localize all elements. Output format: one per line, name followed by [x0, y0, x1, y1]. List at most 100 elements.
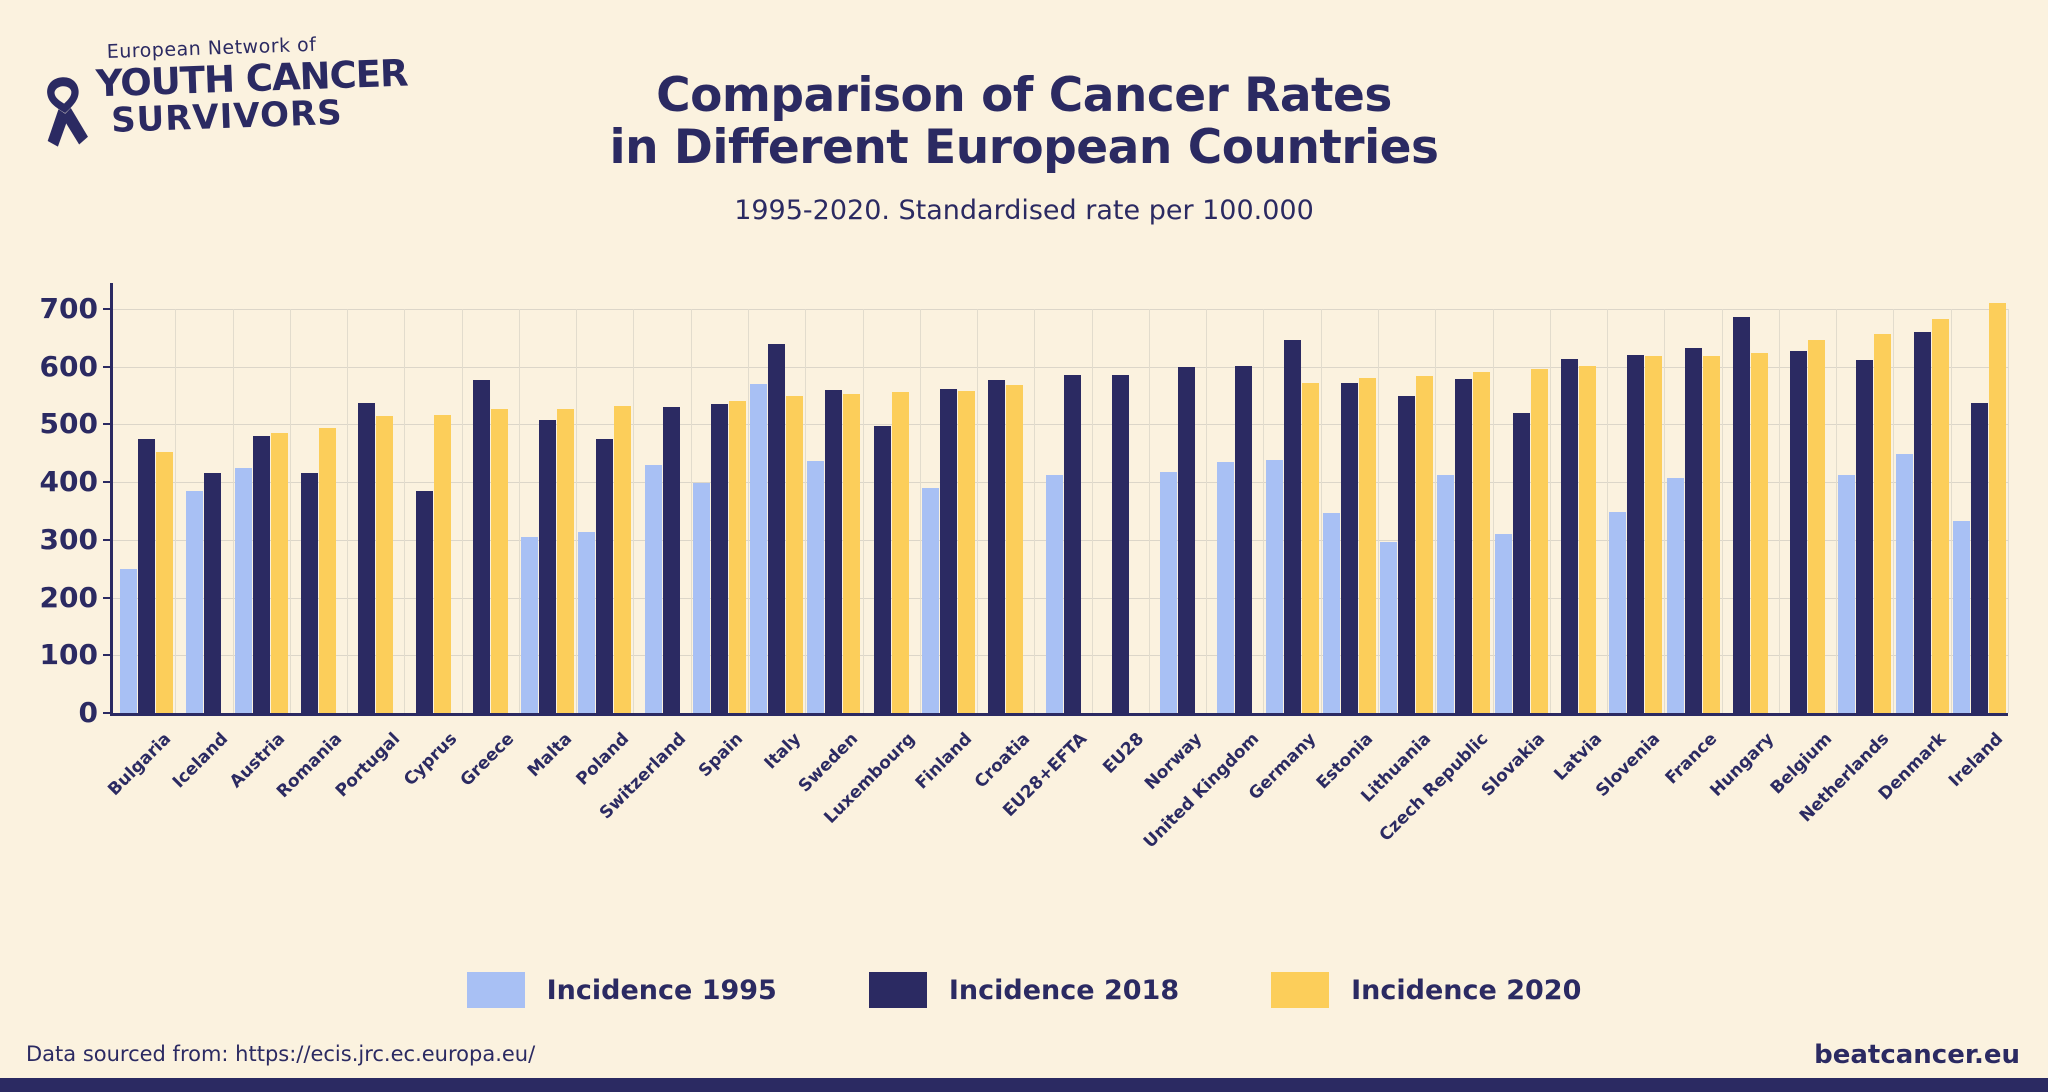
y-tick-label-400: 400	[39, 465, 98, 499]
bar-finland-1995	[921, 488, 939, 713]
y-tick-mark-200	[103, 596, 111, 599]
x-gridline-4	[347, 309, 349, 713]
legend-label-1995: Incidence 1995	[546, 974, 777, 1006]
x-gridline-15	[977, 309, 979, 713]
bar-spain-2018	[710, 404, 728, 713]
bar-croatia-2018	[988, 379, 1006, 713]
bar-denmark-2020	[1931, 319, 1949, 713]
x-gridline-22	[1378, 309, 1379, 713]
bottom-accent-bar	[0, 1078, 2048, 1092]
page-title: Comparison of Cancer Rates in Different …	[0, 70, 2048, 173]
bar-bulgaria-2018	[138, 438, 156, 713]
x-gridline-14	[919, 309, 921, 713]
bar-hungary-2020	[1750, 353, 1768, 713]
bar-greece-2020	[490, 409, 508, 713]
legend-item-1995: Incidence 1995	[466, 972, 777, 1008]
bar-norway-2018	[1178, 367, 1196, 713]
y-tick-label-200: 200	[39, 580, 98, 614]
bar-iceland-1995	[186, 490, 204, 713]
bar-italy-2018	[768, 344, 786, 713]
x-gridline-24	[1492, 309, 1494, 713]
bar-romania-2020	[318, 428, 336, 713]
bar-sweden-2018	[825, 390, 843, 713]
x-gridline-30	[1836, 309, 1838, 713]
bar-romania-2018	[300, 473, 318, 713]
bar-austria-2020	[270, 432, 288, 713]
bar-belgium-2020	[1808, 340, 1826, 713]
x-gridline-7	[518, 309, 520, 713]
bar-estonia-1995	[1322, 512, 1340, 713]
data-source-link[interactable]: Data sourced from: https://ecis.jrc.ec.e…	[26, 1042, 536, 1066]
title-block: Comparison of Cancer Rates in Different …	[0, 70, 2048, 227]
x-gridline-31	[1893, 309, 1895, 713]
bar-poland-2020	[614, 405, 632, 713]
x-gridline-25	[1549, 309, 1551, 713]
bar-iceland-2018	[204, 473, 222, 713]
bar-slovakia-2020	[1530, 369, 1548, 713]
y-gridline-500	[112, 424, 2008, 426]
x-gridline-2	[232, 309, 234, 713]
bar-switzerland-2018	[662, 406, 680, 713]
bar-lithuania-2018	[1398, 395, 1416, 713]
bar-slovenia-2020	[1645, 356, 1663, 713]
bar-ireland-2020	[1988, 303, 2006, 713]
page-title-line2: in Different European Countries	[609, 119, 1439, 175]
x-gridline-1	[175, 309, 177, 713]
bar-denmark-2018	[1913, 332, 1931, 713]
bar-ireland-2018	[1970, 403, 1988, 713]
bar-portugal-2018	[358, 403, 376, 713]
x-gridline-16	[1034, 309, 1036, 713]
y-tick-label-300: 300	[39, 522, 98, 556]
bar-finland-2018	[939, 389, 957, 713]
bar-spain-1995	[692, 482, 710, 713]
bar-france-1995	[1666, 478, 1684, 713]
bar-luxembourg-2018	[873, 426, 891, 713]
bar-czech-republic-2020	[1473, 371, 1491, 713]
beatcancer-site-link[interactable]: beatcancer.eu	[1814, 1040, 2020, 1070]
x-gridline-20	[1263, 309, 1265, 713]
legend-swatch-2020	[1271, 972, 1330, 1008]
legend-item-2018: Incidence 2018	[868, 972, 1179, 1008]
x-gridline-19	[1206, 309, 1208, 713]
bar-france-2018	[1684, 348, 1702, 713]
bar-italy-2020	[786, 396, 804, 713]
x-axis-line	[110, 713, 2008, 716]
bar-czech-republic-1995	[1437, 474, 1455, 713]
bar-poland-2018	[596, 439, 614, 713]
bar-malta-2018	[539, 419, 557, 713]
y-tick-mark-300	[103, 538, 111, 541]
bar-finland-2020	[957, 390, 975, 713]
x-gridline-8	[576, 309, 578, 713]
page-title-line1: Comparison of Cancer Rates	[656, 68, 1392, 123]
bar-sweden-1995	[807, 461, 825, 713]
y-tick-mark-0	[103, 712, 111, 714]
x-gridline-10	[690, 309, 692, 713]
bar-austria-1995	[234, 468, 252, 713]
legend-swatch-1995	[466, 972, 525, 1008]
bar-bulgaria-2020	[156, 451, 174, 713]
bar-eu28-efta-1995	[1045, 474, 1063, 713]
bar-eu28-2018	[1111, 374, 1129, 713]
x-gridline-17	[1091, 309, 1093, 713]
bar-netherlands-2018	[1856, 360, 1874, 713]
bar-norway-1995	[1160, 472, 1178, 713]
y-tick-mark-100	[103, 654, 111, 657]
bar-lithuania-2020	[1416, 375, 1434, 713]
y-tick-mark-700	[103, 308, 111, 310]
x-gridline-32	[1950, 309, 1952, 713]
bar-bulgaria-1995	[120, 568, 138, 713]
y-tick-label-700: 700	[39, 292, 98, 325]
bar-eu28-efta-2018	[1063, 374, 1081, 713]
x-gridline-18	[1148, 309, 1150, 713]
bar-latvia-2020	[1578, 366, 1596, 713]
bar-portugal-2020	[376, 416, 394, 713]
y-axis-line	[110, 283, 113, 715]
y-gridline-700	[112, 309, 2008, 310]
bar-ireland-1995	[1952, 520, 1970, 713]
x-gridline-27	[1664, 309, 1666, 713]
bar-france-2020	[1702, 356, 1720, 713]
bar-germany-2018	[1283, 340, 1301, 713]
bar-united-kingdom-1995	[1217, 461, 1235, 713]
bar-denmark-1995	[1895, 454, 1913, 713]
